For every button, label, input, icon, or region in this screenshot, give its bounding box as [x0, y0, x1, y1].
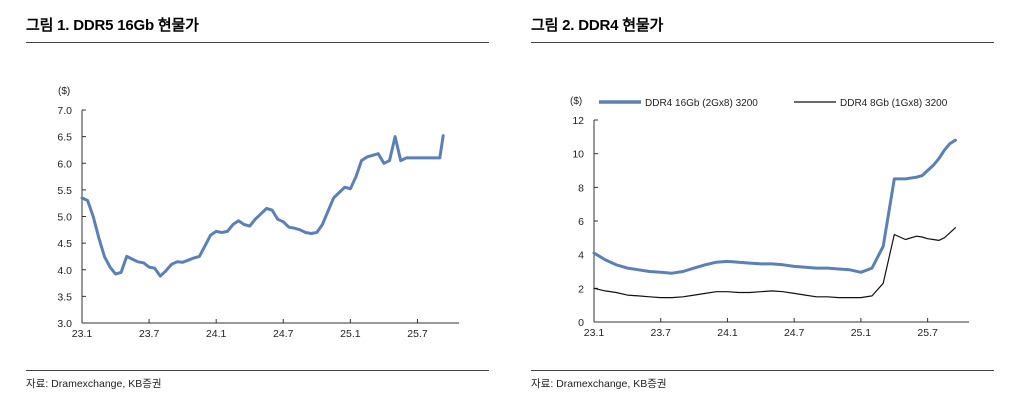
x-tick-label: 23.7 — [139, 328, 160, 340]
x-tick-label: 24.1 — [206, 328, 227, 340]
series-line-1 — [593, 227, 956, 299]
figure-2-bottom-rule — [531, 370, 994, 371]
figure-1-bottom-rule — [26, 370, 489, 371]
figure-2-top-rule — [531, 42, 994, 43]
y-unit-label: ($) — [58, 86, 70, 97]
y-tick-label: 5.5 — [57, 185, 72, 197]
y-tick-label: 4 — [578, 250, 584, 262]
figure-1-top-rule — [26, 42, 489, 43]
y-tick-label: 4.5 — [57, 238, 72, 250]
x-tick-label: 25.7 — [917, 327, 938, 339]
figure-1-chart: ($) 3.0 3.5 4.0 4.5 5.0 5.5 6.0 6.5 7.0 23.1 23.7 24… — [57, 86, 459, 340]
x-tick-label: 23.1 — [72, 328, 93, 340]
x-tick-label: 24.1 — [717, 327, 738, 339]
legend-label-1: DDR4 8Gb (1Gx8) 3200 — [840, 98, 948, 109]
y-tick-label: 3.5 — [57, 291, 72, 303]
y-tick-label: 0 — [578, 317, 584, 329]
y-tick-label: 6.0 — [57, 158, 72, 170]
x-tick-label: 24.7 — [273, 328, 294, 340]
y-tick-label: 12 — [572, 115, 584, 127]
y-tick-label: 3.0 — [57, 318, 72, 330]
x-tick-label: 25.7 — [407, 328, 428, 340]
y-unit-label: ($) — [570, 96, 582, 107]
y-tick-label: 4.0 — [57, 265, 72, 277]
y-tick-label: 2 — [578, 283, 584, 295]
y-tick-label: 6.5 — [57, 132, 72, 144]
x-tick-label: 24.7 — [784, 327, 805, 339]
figure-2-source: 자료: Dramexchange, KB증권 — [531, 378, 667, 390]
series-line-0 — [592, 138, 957, 275]
y-tick-label: 8 — [578, 182, 584, 194]
x-tick-label: 25.1 — [340, 328, 361, 340]
x-tick-label: 23.7 — [651, 327, 672, 339]
series-line-0 — [80, 134, 445, 278]
legend-label-0: DDR4 16Gb (2Gx8) 3200 — [645, 98, 758, 109]
figure-1-panel: 그림 1. DDR5 16Gb 현물가 ($) 3.0 3.5 4.0 4.5 5.0 5.… — [26, 0, 494, 415]
y-tick-label: 6 — [578, 216, 584, 228]
figure-2-chart: ($) 0 2 4 6 8 10 12 23.1 23.7 24.1 24.7 25.1 25.7 DDR4… — [570, 96, 969, 339]
y-tick-label: 7.0 — [57, 105, 72, 117]
figure-1-title: 그림 1. DDR5 16Gb 현물가 — [26, 17, 199, 34]
x-tick-label: 25.1 — [851, 327, 872, 339]
y-tick-label: 5.0 — [57, 212, 72, 224]
x-tick-label: 23.1 — [584, 327, 605, 339]
figure-2-title: 그림 2. DDR4 현물가 — [531, 17, 664, 34]
figure-2-panel: 그림 2. DDR4 현물가 ($) 0 2 4 6 8 10 12 23.1 23.7 24.1 2… — [531, 0, 999, 415]
figure-1-source: 자료: Dramexchange, KB증권 — [26, 378, 162, 390]
y-tick-label: 10 — [572, 149, 584, 161]
